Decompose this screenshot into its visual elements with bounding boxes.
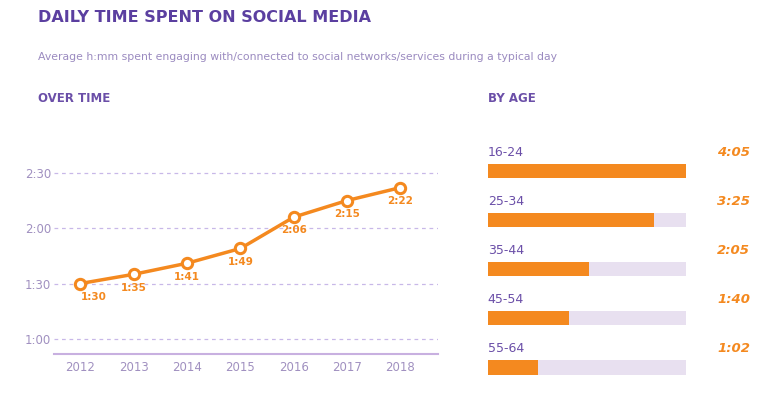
Point: [181, 260, 194, 267]
Bar: [488, 262, 687, 277]
Text: 4:05: 4:05: [717, 146, 750, 158]
Bar: [488, 262, 589, 277]
Bar: [488, 360, 538, 374]
Text: 2:15: 2:15: [334, 209, 360, 219]
Bar: [488, 360, 687, 374]
Text: 55-64: 55-64: [488, 342, 524, 355]
Point: [341, 197, 353, 204]
Text: BY AGE: BY AGE: [488, 92, 535, 104]
Point: [74, 280, 87, 287]
Text: 3:25: 3:25: [717, 195, 750, 208]
Bar: [488, 311, 569, 325]
Text: 45-54: 45-54: [488, 292, 524, 306]
Text: 35-44: 35-44: [488, 244, 524, 257]
Point: [234, 245, 247, 252]
Text: 2:22: 2:22: [388, 196, 413, 206]
Text: 1:49: 1:49: [227, 257, 253, 267]
Text: DAILY TIME SPENT ON SOCIAL MEDIA: DAILY TIME SPENT ON SOCIAL MEDIA: [38, 10, 372, 25]
Bar: [488, 311, 687, 325]
Text: Average h:mm spent engaging with/connected to social networks/services during a : Average h:mm spent engaging with/connect…: [38, 52, 558, 62]
Text: 2:06: 2:06: [281, 225, 306, 235]
Bar: [488, 164, 687, 178]
Point: [287, 214, 300, 220]
Text: 1:30: 1:30: [81, 292, 106, 302]
Point: [394, 184, 406, 191]
Text: 25-34: 25-34: [488, 195, 524, 208]
Bar: [488, 164, 687, 178]
Text: OVER TIME: OVER TIME: [38, 92, 111, 104]
Bar: [488, 213, 687, 228]
Text: 1:02: 1:02: [717, 342, 750, 355]
Point: [127, 271, 140, 277]
Text: 1:41: 1:41: [174, 272, 200, 282]
Text: 1:40: 1:40: [717, 292, 750, 306]
Text: 16-24: 16-24: [488, 146, 524, 158]
Text: 2:05: 2:05: [717, 244, 750, 257]
Text: 1:35: 1:35: [121, 282, 147, 292]
Bar: [488, 213, 654, 228]
